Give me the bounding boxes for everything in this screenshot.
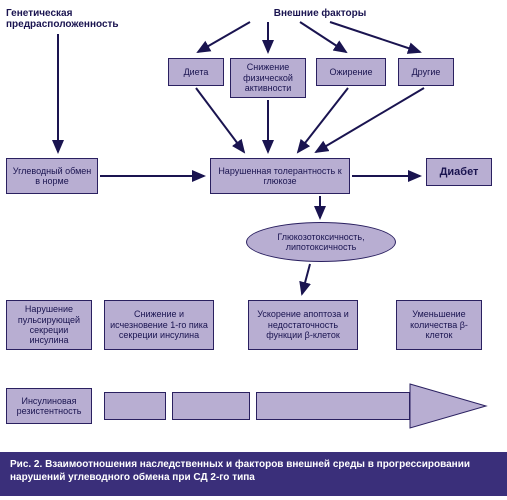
header-genetic: Генетическая предрасположенность [6, 8, 136, 30]
node-obesity: Ожирение [316, 58, 386, 86]
node-diabetes-label: Диабет [440, 166, 479, 179]
node-pulsatile-label: Нарушение пульсирующей секреции инсулина [11, 304, 87, 345]
node-diet: Диета [168, 58, 224, 86]
node-resistance-label: Инсулиновая резистентность [11, 396, 87, 417]
timeline-seg-1 [104, 392, 166, 420]
header-genetic-text: Генетическая предрасположенность [6, 8, 119, 30]
node-activity-label: Снижение физической активности [235, 62, 301, 93]
header-external-text: Внешние факторы [274, 8, 367, 19]
node-firstpeak-label: Снижение и исчезновение 1-го пика секрец… [109, 309, 209, 340]
node-reduction-label: Уменьшение количества β-клеток [401, 309, 477, 340]
node-apoptosis-label: Ускорение апоптоза и недостаточность фун… [253, 309, 353, 340]
node-resistance: Инсулиновая резистентность [6, 388, 92, 424]
node-pulsatile: Нарушение пульсирующей секреции инсулина [6, 300, 92, 350]
node-igt-label: Нарушенная толерантность к глюкозе [215, 166, 345, 187]
node-carb-normal: Углеводный обмен в норме [6, 158, 98, 194]
timeline-seg-3 [256, 392, 410, 420]
caption-label: Рис. 2. [10, 459, 42, 470]
node-reduction: Уменьшение количества β-клеток [396, 300, 482, 350]
node-other-label: Другие [412, 67, 441, 77]
node-other: Другие [398, 58, 454, 86]
diagram-canvas: Генетическая предрасположенность Внешние… [0, 0, 507, 500]
node-diet-label: Диета [184, 67, 209, 77]
timeline-seg-2 [172, 392, 250, 420]
node-diabetes: Диабет [426, 158, 492, 186]
node-glucotox-label: Глюкозотоксичность, липотоксичность [257, 232, 385, 253]
node-firstpeak: Снижение и исчезновение 1-го пика секрец… [104, 300, 214, 350]
node-activity: Снижение физической активности [230, 58, 306, 98]
node-apoptosis: Ускорение апоптоза и недостаточность фун… [248, 300, 358, 350]
node-carb-normal-label: Углеводный обмен в норме [11, 166, 93, 187]
header-external: Внешние факторы [260, 8, 380, 19]
caption-bar: Рис. 2. Взаимоотношения наследственных и… [0, 452, 507, 496]
node-obesity-label: Ожирение [329, 67, 372, 77]
node-glucotox: Глюкозотоксичность, липотоксичность [246, 222, 396, 262]
node-igt: Нарушенная толерантность к глюкозе [210, 158, 350, 194]
caption-text: Взаимоотношения наследственных и факторо… [10, 459, 470, 483]
